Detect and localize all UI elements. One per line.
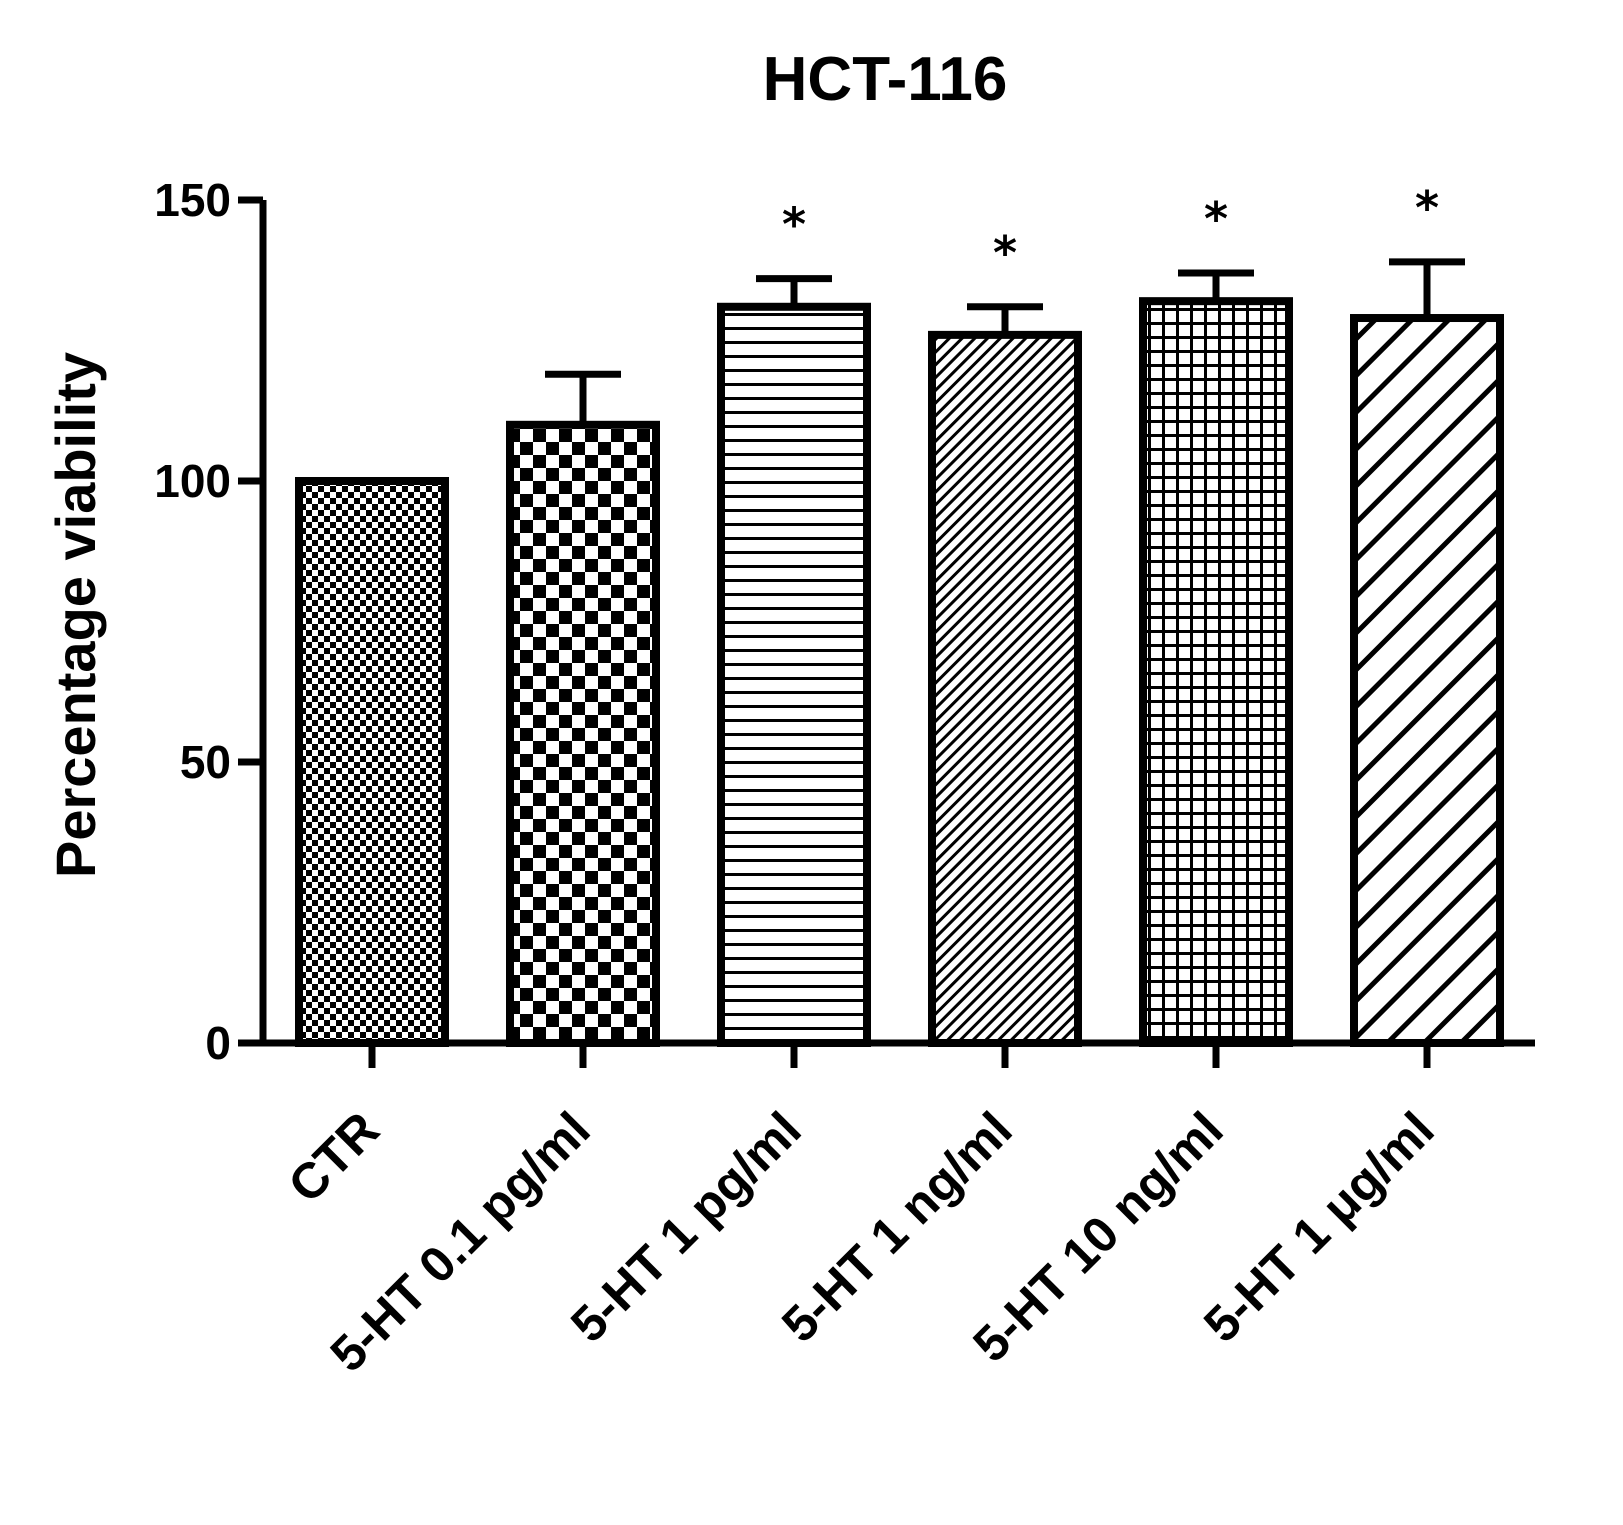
bar	[295, 477, 449, 1047]
significance-marker: *	[1204, 192, 1228, 246]
y-tick-label: 100	[154, 455, 231, 507]
y-axis-label: Percentage viability	[44, 352, 107, 878]
significance-marker: *	[782, 198, 806, 252]
chart-title: HCT-116	[763, 45, 1008, 114]
bar	[1350, 314, 1504, 1047]
bar	[506, 420, 660, 1047]
significance-marker: *	[1415, 181, 1439, 235]
y-tick-label: 0	[205, 1017, 231, 1069]
bar	[717, 302, 871, 1047]
bar	[1139, 297, 1293, 1048]
bar	[928, 330, 1082, 1047]
significance-marker: *	[993, 226, 1017, 280]
y-tick-label: 50	[180, 736, 231, 788]
y-tick-label: 150	[154, 174, 231, 226]
x-tick-label: CTR	[278, 1101, 390, 1213]
